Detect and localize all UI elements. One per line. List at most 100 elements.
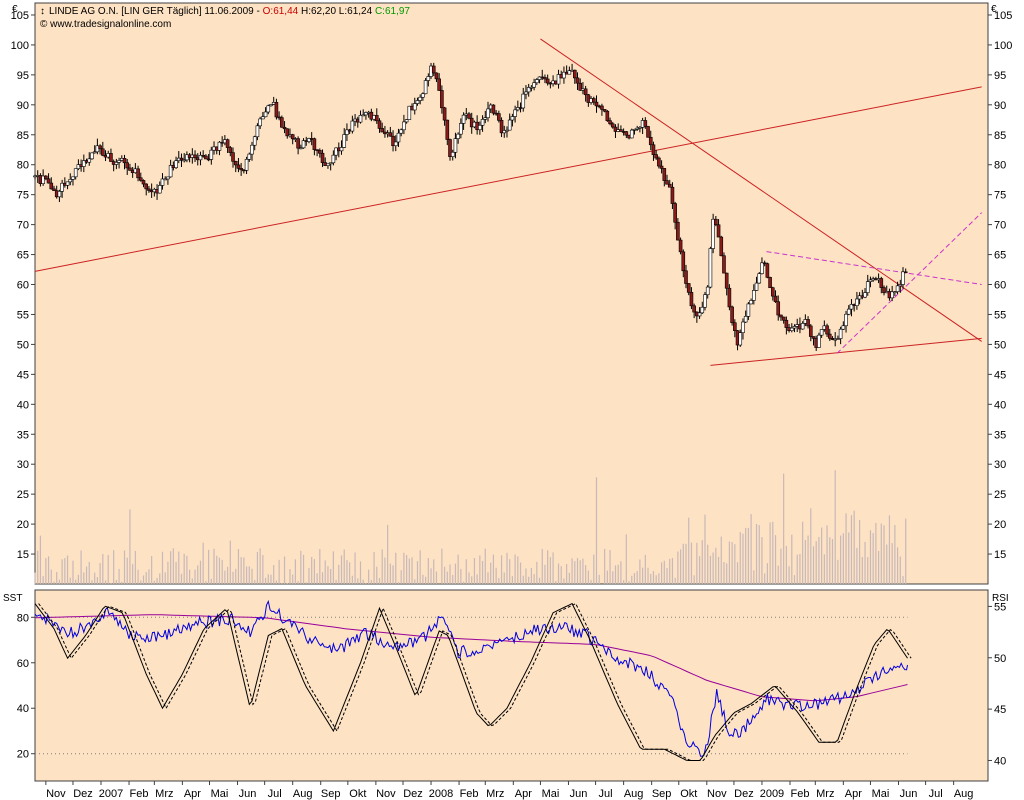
time-tick-label: 2008 — [429, 788, 453, 800]
candle-body — [318, 150, 322, 154]
time-tick-label: Jul — [599, 788, 613, 800]
candle-body — [903, 271, 908, 274]
candle-body — [879, 278, 884, 288]
candle-body — [792, 326, 797, 329]
candle-body — [82, 160, 86, 167]
candle-body — [228, 147, 233, 153]
candle-body — [296, 138, 300, 149]
candle-body — [779, 314, 783, 318]
candle-body — [125, 162, 130, 169]
price-tick-label-right: 85 — [994, 130, 1006, 142]
price-tick-label-right: 45 — [994, 369, 1006, 381]
currency-left: € — [12, 4, 18, 15]
time-tick-label: Jun — [900, 788, 918, 800]
candle-body — [562, 71, 566, 79]
candle-body — [632, 129, 637, 131]
candle-body — [407, 105, 412, 120]
price-tick-label-right: 95 — [994, 70, 1006, 82]
candle-body — [168, 165, 173, 178]
candle-body — [578, 82, 583, 91]
candle-body — [855, 298, 859, 307]
candle-body — [380, 128, 385, 133]
candle-body — [231, 152, 235, 162]
candle-body — [502, 130, 507, 134]
candle-body — [480, 119, 485, 126]
candle-body — [46, 178, 51, 184]
candle-body — [418, 96, 422, 101]
time-tick-label: Dez — [403, 788, 423, 800]
candle-body — [497, 113, 501, 121]
candle-body — [280, 117, 284, 128]
candle-body — [450, 151, 455, 157]
trendlines — [34, 38, 983, 366]
candle-body — [665, 180, 669, 185]
candle-body — [535, 79, 539, 84]
candle-body — [147, 188, 151, 191]
candle-body — [524, 91, 528, 95]
candle-body — [263, 111, 268, 118]
price-tick-label-left: 70 — [17, 220, 29, 232]
candle-body — [244, 159, 249, 171]
candle-body — [415, 100, 420, 104]
candle-body — [700, 306, 705, 314]
time-tick-label: Dez — [73, 788, 93, 800]
volume-bars — [34, 470, 907, 584]
candle-body — [689, 292, 694, 307]
rsi-line — [34, 599, 908, 757]
candle-body — [404, 119, 409, 123]
time-tick-label: Apr — [184, 788, 201, 800]
candle-body — [90, 152, 94, 160]
candle-body — [901, 271, 905, 285]
candle-body — [752, 290, 756, 301]
candle-body — [434, 72, 439, 80]
candle-body — [898, 284, 903, 287]
price-tick-label-right: 25 — [994, 489, 1006, 501]
candle-body — [507, 119, 512, 131]
time-tick-label: Mrz — [816, 788, 834, 800]
price-tick-label-right: 55 — [994, 309, 1006, 321]
candle-body — [662, 168, 667, 181]
candle-body — [727, 287, 732, 308]
trendline-resistance-downtrend — [540, 38, 982, 342]
candle-body — [556, 74, 561, 85]
price-tick-label-left: 40 — [17, 399, 29, 411]
trendline-support-uptrend — [34, 86, 982, 272]
candle-body — [57, 191, 62, 198]
candle-body — [421, 93, 425, 98]
price-tick-label-left: 95 — [17, 70, 29, 82]
candle-body — [92, 151, 97, 154]
candle-body — [393, 141, 398, 147]
candle-body — [459, 123, 463, 135]
price-axis: 15 15 20 20 25 25 30 30 35 35 40 40 45 45 50 50 55 55 60 60… — [11, 10, 1013, 561]
candle-body — [328, 162, 333, 165]
trendline-channel-bottom — [836, 212, 983, 354]
candle-body — [41, 175, 45, 184]
candle-body — [157, 185, 162, 194]
candle-body — [659, 165, 664, 169]
candle-body — [697, 312, 702, 317]
candle-body — [483, 117, 488, 120]
candle-body — [765, 263, 770, 278]
candle-body — [648, 136, 653, 146]
time-tick-label: Apr — [515, 788, 532, 800]
candle-body — [49, 182, 54, 190]
candle-body — [882, 287, 886, 294]
candle-body — [692, 305, 696, 313]
candle-body — [114, 162, 119, 165]
chart-header: ↕ LINDE AG O.N. [LIN GER Täglich] 11.06.… — [40, 6, 410, 30]
price-tick-label-left: 55 — [17, 309, 29, 321]
candle-body — [331, 154, 336, 164]
candle-body — [282, 126, 287, 130]
candle-body — [478, 124, 482, 131]
candle-body — [724, 272, 729, 289]
time-tick-label: Jun — [570, 788, 588, 800]
candle-body — [71, 176, 75, 180]
candle-body — [719, 236, 724, 257]
candle-body — [141, 180, 146, 185]
candle-body — [776, 301, 781, 316]
candle-body — [825, 325, 829, 335]
candle-body — [686, 283, 691, 293]
candle-body — [643, 120, 648, 127]
candle-body — [602, 109, 607, 112]
candle-body — [73, 168, 78, 178]
